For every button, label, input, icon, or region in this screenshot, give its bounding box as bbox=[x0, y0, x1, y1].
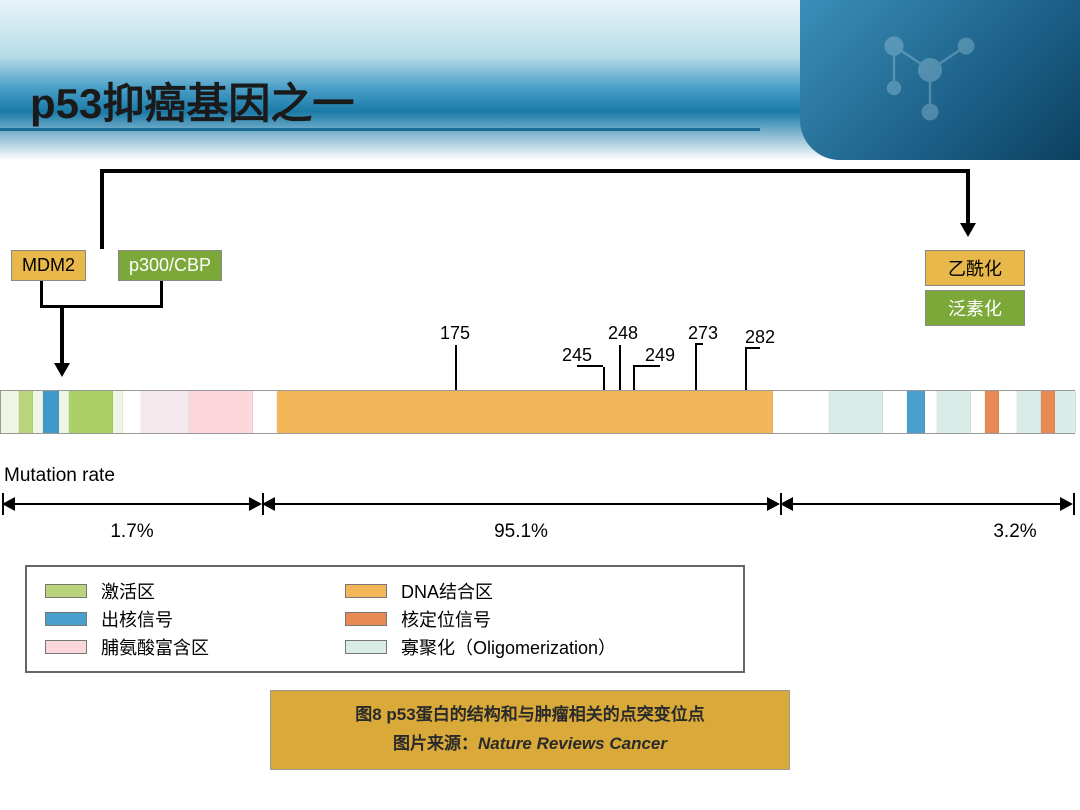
title-underline bbox=[0, 128, 760, 131]
rate-value: 1.7% bbox=[110, 521, 153, 543]
connector-right-v bbox=[966, 169, 970, 225]
domain-segment bbox=[829, 391, 883, 433]
rate-span bbox=[790, 503, 1063, 505]
caption-line1: 图8 p53蛋白的结构和与肿瘤相关的点突变位点 bbox=[285, 701, 775, 730]
connector-top-h bbox=[100, 169, 970, 173]
arrowhead-right-icon bbox=[1060, 497, 1073, 511]
mutation-rate-label: Mutation rate bbox=[4, 465, 115, 487]
bracket-r bbox=[160, 281, 163, 305]
legend-label: 脯氨酸富含区 bbox=[101, 634, 209, 660]
legend-label: 核定位信号 bbox=[401, 606, 491, 632]
domain-segment bbox=[277, 391, 773, 433]
legend-item: 寡聚化（Oligomerization） bbox=[345, 634, 725, 660]
bracket-h bbox=[40, 305, 163, 308]
page-title: p53抑癌基因之一 bbox=[30, 70, 354, 131]
mutation-label-248: 248 bbox=[608, 323, 638, 344]
domain-segment bbox=[59, 391, 69, 433]
domain-segment bbox=[113, 391, 123, 433]
legend-swatch bbox=[345, 640, 387, 654]
mutation-label-249: 249 bbox=[645, 345, 675, 366]
legend-label: 出核信号 bbox=[101, 606, 173, 632]
arrowhead-right-down-icon bbox=[960, 223, 976, 237]
domain-segment bbox=[937, 391, 971, 433]
legend-item: 脯氨酸富含区 bbox=[45, 634, 345, 660]
p53-diagram: MDM2 p300/CBP 乙酰化 泛素化 175 245 248 249 273 282… bbox=[0, 155, 1080, 810]
mutation-label-282: 282 bbox=[745, 327, 775, 348]
domain-segment bbox=[971, 391, 985, 433]
bracket-down bbox=[60, 305, 64, 365]
legend-swatch bbox=[45, 640, 87, 654]
legend-swatch bbox=[45, 584, 87, 598]
domain-segment bbox=[773, 391, 829, 433]
domain-segment bbox=[43, 391, 59, 433]
legend-label: 激活区 bbox=[101, 578, 155, 604]
bracket-l bbox=[40, 281, 43, 305]
caption-line2: 图片来源：Nature Reviews Cancer bbox=[285, 730, 775, 759]
domain-segment bbox=[33, 391, 43, 433]
rate-value: 95.1% bbox=[494, 521, 548, 543]
domain-segment bbox=[69, 391, 113, 433]
rate-span bbox=[12, 503, 252, 505]
domain-segment bbox=[1055, 391, 1076, 433]
domain-segment bbox=[253, 391, 277, 433]
legend-item: 出核信号 bbox=[45, 606, 345, 632]
mutation-tick-273 bbox=[695, 345, 697, 390]
legend-label: DNA结合区 bbox=[401, 578, 493, 604]
legend-swatch bbox=[345, 612, 387, 626]
mutation-label-175: 175 bbox=[440, 323, 470, 344]
legend-box: 激活区 DNA结合区出核信号 核定位信号脯氨酸富含区 寡聚化（Oligomerizat… bbox=[25, 565, 745, 673]
molecule-decor-icon bbox=[860, 10, 1000, 130]
header-corner bbox=[800, 0, 1080, 160]
rate-value: 3.2% bbox=[993, 521, 1036, 543]
domain-segment bbox=[189, 391, 253, 433]
rate-span bbox=[272, 503, 770, 505]
domain-segment bbox=[1041, 391, 1055, 433]
legend-label: 寡聚化（Oligomerization） bbox=[401, 634, 616, 660]
legend-item: 激活区 bbox=[45, 578, 345, 604]
domain-segment bbox=[999, 391, 1017, 433]
mutation-tick-248 bbox=[619, 345, 621, 390]
mutation-tick-249 bbox=[633, 367, 635, 390]
arrowhead-right-icon bbox=[249, 497, 262, 511]
acetylation-box: 乙酰化 bbox=[925, 250, 1025, 286]
connector-left-v bbox=[100, 169, 104, 249]
mutation-tick-245 bbox=[603, 367, 605, 390]
legend-item: 核定位信号 bbox=[345, 606, 725, 632]
domain-segment bbox=[141, 391, 189, 433]
p300-box: p300/CBP bbox=[118, 250, 222, 281]
legend-item: DNA结合区 bbox=[345, 578, 725, 604]
mutation-tick-282 bbox=[745, 349, 747, 390]
arrowhead-left-down-icon bbox=[54, 363, 70, 377]
domain-segment bbox=[1, 391, 19, 433]
mutation-label-245: 245 bbox=[562, 345, 592, 366]
protein-domain-bar bbox=[0, 390, 1075, 434]
mutation-tick-175 bbox=[455, 345, 457, 390]
arrowhead-right-icon bbox=[767, 497, 780, 511]
ubiquitination-box: 泛素化 bbox=[925, 290, 1025, 326]
mdm2-box: MDM2 bbox=[11, 250, 86, 281]
legend-swatch bbox=[345, 584, 387, 598]
mutation-label-273: 273 bbox=[688, 323, 718, 344]
domain-segment bbox=[1017, 391, 1041, 433]
domain-segment bbox=[925, 391, 937, 433]
figure-caption: 图8 p53蛋白的结构和与肿瘤相关的点突变位点 图片来源：Nature Revi… bbox=[270, 690, 790, 770]
domain-segment bbox=[123, 391, 141, 433]
domain-segment bbox=[907, 391, 925, 433]
domain-segment bbox=[19, 391, 33, 433]
legend-swatch bbox=[45, 612, 87, 626]
domain-segment bbox=[883, 391, 907, 433]
domain-segment bbox=[985, 391, 999, 433]
